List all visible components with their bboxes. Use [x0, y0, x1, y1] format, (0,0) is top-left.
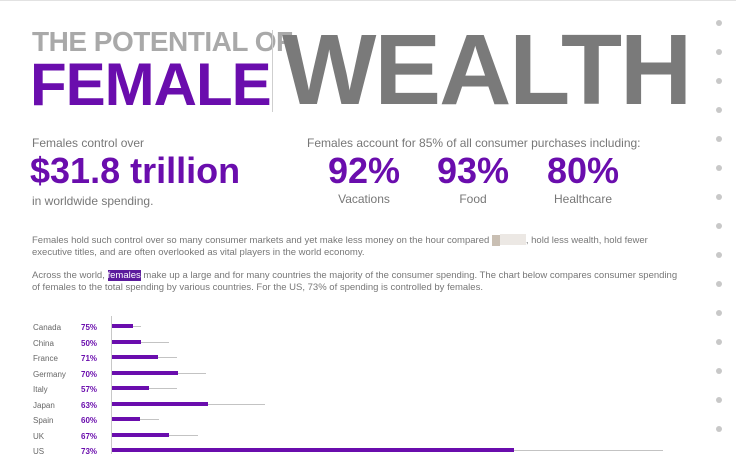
nav-dot[interactable]	[716, 165, 722, 171]
country-label: Italy	[33, 385, 48, 394]
chart-row: China 50%	[0, 336, 736, 350]
purchases-intro: Females account for 85% of all consumer …	[307, 136, 641, 150]
chart-row: Spain 60%	[0, 413, 736, 427]
text-run: , hold less wealth, hold fewer executive…	[32, 235, 648, 258]
chart-axis	[111, 316, 112, 454]
nav-dot[interactable]	[716, 223, 722, 229]
chart-row: Canada 75%	[0, 320, 736, 334]
title-wealth: WEALTH	[282, 14, 692, 126]
female-spending-bar	[112, 355, 159, 359]
chart-row: UK 67%	[0, 429, 736, 443]
top-border	[0, 0, 736, 1]
highlighted-text[interactable]: to	[491, 235, 500, 246]
nav-dot[interactable]	[716, 107, 722, 113]
country-label: China	[33, 338, 54, 348]
country-label: UK	[33, 431, 45, 441]
country-label: US	[33, 447, 45, 456]
stat-label: Healthcare	[553, 191, 613, 206]
female-spending-bar	[112, 401, 209, 406]
page-navigation-dots[interactable]	[716, 20, 724, 455]
nav-dot[interactable]	[716, 78, 722, 84]
female-spending-bar	[112, 448, 514, 452]
paragraph-wage-gap: Females hold such control over so many c…	[32, 234, 682, 259]
country-label: France	[33, 354, 58, 363]
female-share-label: 50%	[81, 338, 98, 348]
stat-vacations: 92% Vacations	[309, 152, 419, 206]
title-prefix: THE POTENTIAL OF	[32, 26, 293, 57]
chart-row: US 73%	[0, 444, 736, 458]
female-share-label: 57%	[81, 385, 98, 394]
country-label: Germany	[33, 369, 66, 379]
stat-label: Vacations	[338, 191, 390, 206]
title-female: FEMALE	[30, 51, 272, 118]
control-intro: Females control over	[32, 136, 145, 150]
stat-healthcare: 80% Healthcare	[528, 152, 638, 206]
country-label: Spain	[33, 416, 54, 425]
stat-food: 93% Food	[418, 152, 528, 206]
nav-dot[interactable]	[716, 20, 722, 26]
chart-row: Germany 70%	[0, 367, 736, 381]
nav-dot[interactable]	[716, 194, 722, 200]
control-outro: in worldwide spending.	[32, 194, 154, 208]
female-share-label: 67%	[81, 431, 98, 441]
title-divider	[272, 30, 273, 112]
female-share-label: 70%	[81, 369, 98, 379]
nav-dot[interactable]	[716, 281, 722, 287]
text-run: Across the world,	[32, 270, 108, 281]
nav-dot[interactable]	[716, 368, 722, 374]
stat-value: 92%	[327, 150, 401, 191]
selected-text[interactable]: females	[107, 270, 141, 281]
female-spending-bar	[112, 370, 178, 375]
stat-value: 80%	[546, 150, 620, 191]
female-share-label: 73%	[81, 447, 98, 456]
nav-dot[interactable]	[716, 252, 722, 258]
paragraph-spending: Across the world, females make up a larg…	[32, 270, 682, 294]
redacted-block	[499, 234, 526, 245]
nav-dot[interactable]	[716, 426, 722, 432]
chart-row: Italy 57%	[0, 382, 736, 396]
country-label: Canada	[33, 323, 62, 332]
chart-row: France 71%	[0, 351, 736, 365]
nav-dot[interactable]	[716, 397, 722, 403]
spending-chart: Canada 75% China 50% France 71% Germany 70% Ital…	[0, 316, 736, 456]
female-spending-bar	[112, 324, 134, 328]
country-label: Japan	[33, 400, 55, 410]
female-share-label: 71%	[81, 354, 98, 363]
nav-dot[interactable]	[716, 339, 722, 345]
chart-row: Japan 63%	[0, 398, 736, 412]
nav-dot[interactable]	[716, 49, 722, 55]
text-run: Females hold such control over so many c…	[32, 235, 492, 246]
text-run: make up a large and for many countries t…	[32, 270, 678, 293]
female-share-label: 75%	[81, 323, 98, 332]
female-spending-bar	[112, 432, 170, 437]
female-spending-bar	[112, 339, 141, 344]
control-amount: $31.8 trillion	[30, 150, 241, 191]
stat-label: Food	[459, 191, 487, 206]
female-spending-bar	[112, 386, 150, 390]
female-share-label: 60%	[81, 416, 98, 425]
female-share-label: 63%	[81, 400, 98, 410]
nav-dot[interactable]	[716, 136, 722, 142]
stat-value: 93%	[436, 150, 510, 191]
female-spending-bar	[112, 417, 141, 421]
nav-dot[interactable]	[716, 310, 722, 316]
total-spending-bar	[112, 341, 170, 343]
